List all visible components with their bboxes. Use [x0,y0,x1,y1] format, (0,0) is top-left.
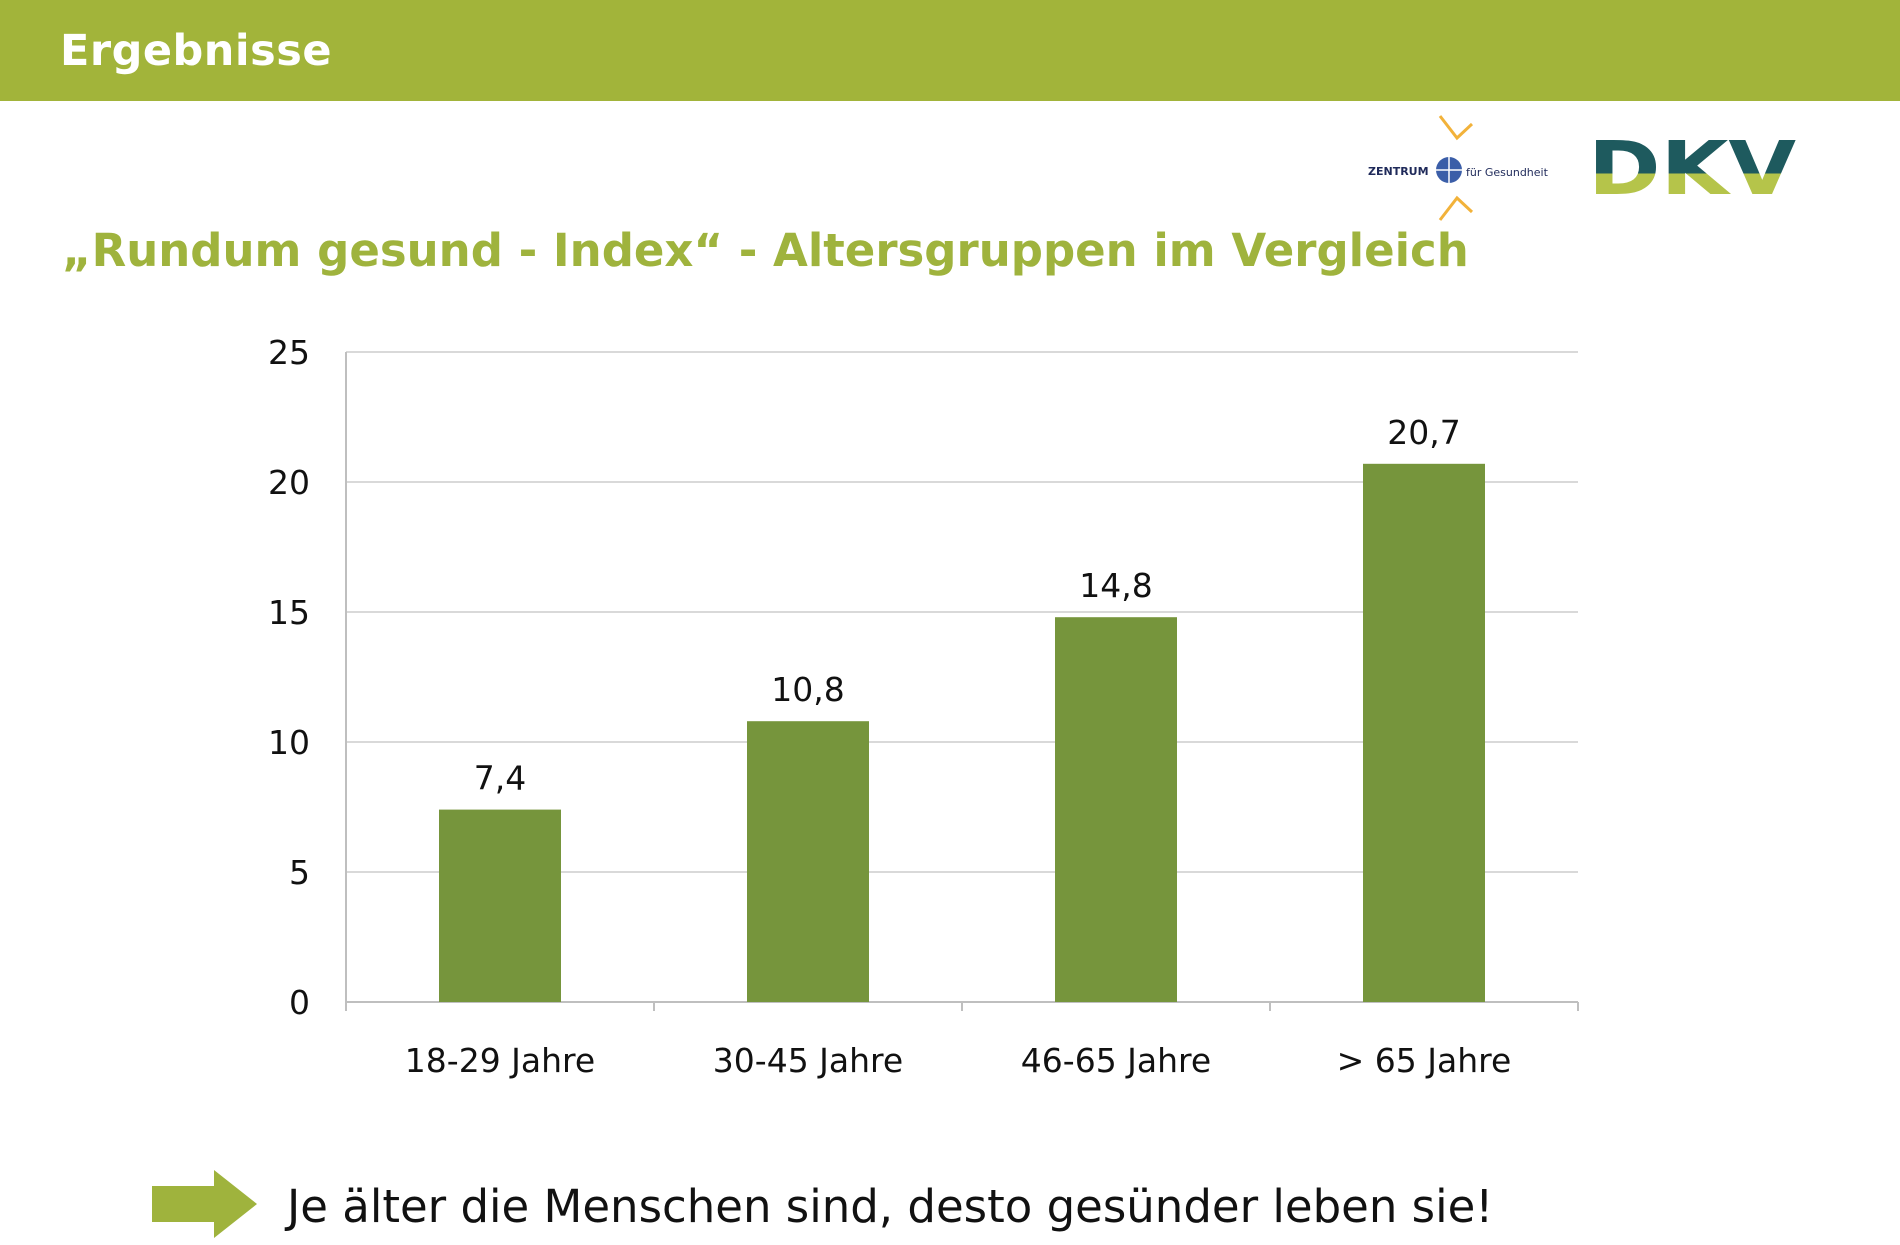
data-label: 20,7 [1387,413,1460,452]
bar [1055,617,1177,1002]
y-tick-label: 10 [268,723,310,762]
zentrum-star-icon [1436,115,1474,221]
data-label: 7,4 [474,759,526,798]
bar [1363,463,1485,1002]
y-tick-label: 15 [268,593,310,632]
y-tick-label: 0 [289,983,310,1022]
zentrum-logo: ZENTRUM für Gesundheit [1360,112,1560,224]
x-category-label: > 65 Jahre [1337,1041,1512,1080]
chart-title: „Rundum gesund - Index“ - Altersgruppen … [62,224,1469,277]
x-category-label: 46-65 Jahre [1021,1041,1211,1080]
data-label: 10,8 [771,670,844,709]
y-tick-label: 5 [289,853,310,892]
arrow-right-icon [152,1170,257,1238]
header-bar [0,0,1900,101]
zentrum-logo-word: ZENTRUM [1368,165,1429,178]
dkv-logo: DKV [1588,126,1798,212]
zentrum-logo-subword: für Gesundheit [1466,166,1548,179]
y-tick-label: 20 [268,463,310,502]
bar [747,721,869,1002]
bar [439,809,561,1002]
bars [439,463,1485,1002]
dkv-logo-text: DKV [1588,134,1796,204]
page-title: Ergebnisse [60,26,333,76]
x-category-label: 18-29 Jahre [405,1041,595,1080]
y-tick-label: 25 [268,333,310,372]
x-category-label: 30-45 Jahre [713,1041,903,1080]
data-label: 14,8 [1079,566,1152,605]
conclusion-text: Je älter die Menschen sind, desto gesünd… [287,1180,1494,1233]
labels: 0 5 10 15 20 25 7,4 18-29 Jahre 10,8 30-45 Jahre 1… [268,333,1511,1080]
